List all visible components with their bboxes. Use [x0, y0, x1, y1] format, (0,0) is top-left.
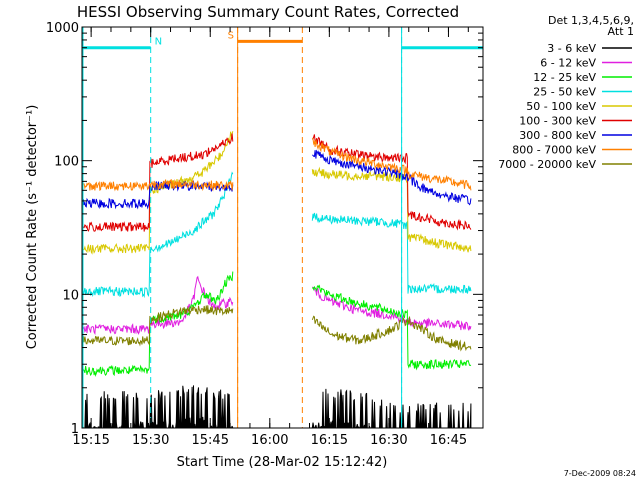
- night-flag-label: N: [155, 37, 162, 48]
- legend-header: Det 1,3,4,5,6,9,: [548, 14, 634, 27]
- legend-entry-label: 300 - 800 keV: [519, 129, 596, 142]
- series-3to6keV-kev: [81, 385, 472, 429]
- x-tick-label: 16:15: [311, 433, 348, 448]
- legend-entry-label: 100 - 300 keV: [519, 115, 596, 128]
- series-segment: [311, 315, 472, 352]
- series-segment: [311, 212, 472, 294]
- y-tick-label: 10: [62, 288, 79, 303]
- timestamp: 7-Dec-2009 08:24: [564, 469, 636, 478]
- series-segment: [312, 286, 472, 331]
- series-segment: [81, 305, 234, 347]
- y-axis-label: Corrected Count Rate (s⁻¹ detector⁻¹): [25, 105, 40, 350]
- x-tick-label: 15:30: [132, 433, 169, 448]
- series-segment: [81, 178, 234, 192]
- chart-title: HESSI Observing Summary Count Rates, Cor…: [77, 3, 459, 21]
- flag-night: N: [82, 27, 483, 428]
- x-tick-label: 16:00: [251, 433, 288, 448]
- legend-entry-label: 3 - 6 keV: [547, 42, 596, 55]
- legend-entry-label: 7000 - 20000 keV: [498, 158, 596, 171]
- y-tick-label: 100: [54, 155, 79, 170]
- series-segment: [81, 133, 234, 232]
- legend-entry-label: 6 - 12 keV: [540, 57, 596, 70]
- x-axis-label: Start Time (28-Mar-02 15:12:42): [177, 455, 388, 470]
- series-25to50keV-kev: [81, 171, 472, 299]
- series-segment: [311, 388, 472, 429]
- series-6to12keV-kev: [81, 275, 472, 336]
- series-segment: [312, 134, 472, 231]
- y-tick-label: 1: [71, 422, 79, 437]
- series-50to100keV-kev: [81, 131, 472, 255]
- series-12to25keV-kev: [81, 271, 472, 377]
- saa-flag-label: S: [228, 30, 234, 41]
- plot-frame: [81, 26, 484, 429]
- legend-header: Att 1: [608, 25, 634, 38]
- flag-layer: NS: [82, 27, 483, 428]
- series-segment: [81, 179, 234, 210]
- legend-entry-label: 50 - 100 keV: [526, 100, 596, 113]
- flag-saa: S: [228, 27, 303, 428]
- legend: Det 1,3,4,5,6,9,Att 1 3 - 6 keV 6 - 12 keV…: [498, 14, 634, 171]
- series-segment: [311, 166, 472, 253]
- x-tick-label: 16:45: [430, 433, 467, 448]
- x-tick-label: 15:15: [72, 433, 109, 448]
- tick-layer: 1 10 100 1000 15:15 15:30 15:45 16:00 16:15 16:30…: [46, 21, 483, 448]
- series-segment: [312, 149, 472, 206]
- series-segment: [311, 137, 472, 191]
- x-tick-label: 16:30: [370, 433, 407, 448]
- legend-entry-label: 12 - 25 keV: [533, 71, 596, 84]
- series-300to800keV-kev: [81, 149, 472, 210]
- series-segment: [81, 171, 234, 299]
- x-tick-label: 15:45: [192, 433, 229, 448]
- series-800to7000keV-kev: [81, 137, 472, 192]
- y-tick-label: 1000: [46, 21, 79, 36]
- series-segment: [81, 271, 234, 377]
- series-7000to20000keV-kev: [81, 305, 472, 352]
- data-layer: [81, 131, 472, 429]
- series-segment: [81, 275, 234, 336]
- legend-entry-label: 800 - 7000 keV: [512, 144, 596, 157]
- legend-entry-label: 25 - 50 keV: [533, 86, 596, 99]
- series-segment: [81, 131, 234, 255]
- series-segment: [312, 284, 472, 371]
